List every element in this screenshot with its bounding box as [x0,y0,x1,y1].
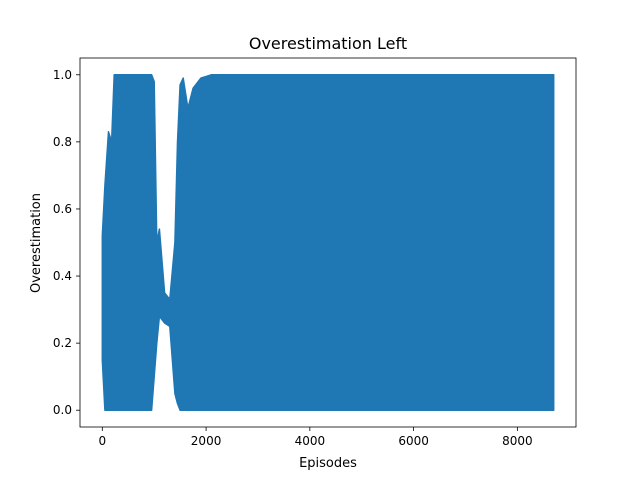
y-tick-label: 0.6 [53,202,72,216]
x-axis: 0 2000 4000 6000 8000 [98,427,533,448]
x-tick-label: 2000 [191,434,222,448]
series-layer [101,74,555,411]
plot-frame [79,57,577,428]
y-tick-label: 0.8 [53,135,72,149]
y-axis-label: Overestimation [29,193,44,293]
y-tick-label: 0.4 [53,269,72,283]
y-tick-label: 0.2 [53,336,72,350]
plot-area [79,57,577,428]
x-axis-label: Episodes [299,456,357,471]
y-tick-label: 1.0 [53,68,72,82]
x-tick-label: 8000 [502,434,533,448]
y-axis: 0.0 0.2 0.4 0.6 0.8 1.0 [53,68,80,417]
x-tick-label: 4000 [295,434,326,448]
x-tick-label: 0 [98,434,106,448]
series-line-0 [101,74,555,411]
x-tick-label: 6000 [398,434,429,448]
y-tick-label: 0.0 [53,403,72,417]
chart-title: Overestimation Left [249,34,407,53]
